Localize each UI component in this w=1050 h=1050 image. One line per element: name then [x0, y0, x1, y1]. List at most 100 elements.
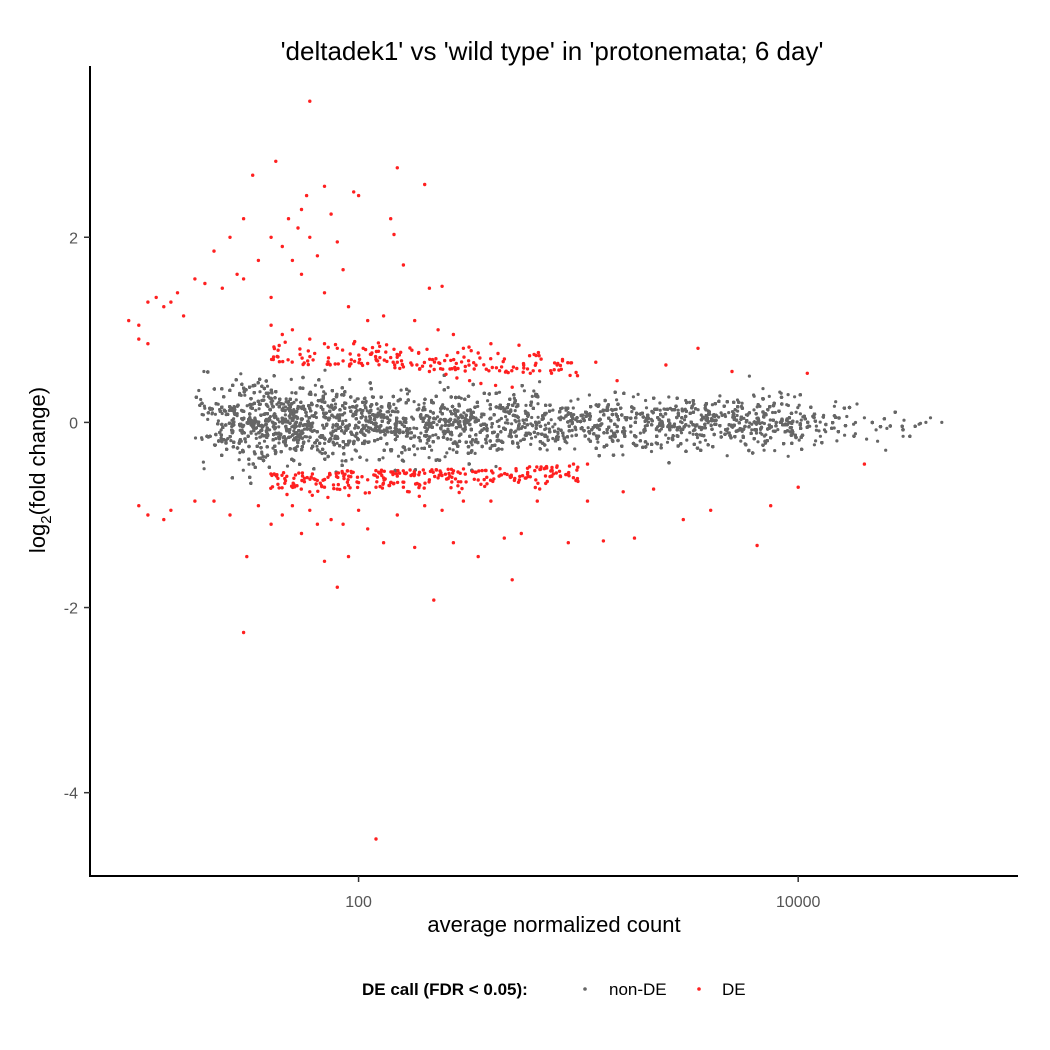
point-non-de — [500, 447, 504, 451]
point-non-de — [323, 368, 327, 372]
point-non-de — [727, 411, 731, 415]
point-non-de — [786, 454, 790, 458]
point-non-de — [666, 436, 671, 440]
point-non-de — [354, 449, 358, 453]
point-non-de — [427, 418, 431, 422]
point-non-de — [571, 406, 575, 410]
point-non-de — [752, 394, 756, 398]
point-non-de — [797, 438, 801, 442]
point-non-de — [561, 434, 565, 438]
point-non-de — [376, 407, 380, 411]
point-non-de — [449, 437, 453, 441]
point-non-de — [260, 451, 264, 456]
point-non-de — [353, 434, 357, 438]
point-non-de — [522, 421, 526, 425]
point-non-de — [237, 458, 241, 462]
point-non-de — [530, 415, 534, 420]
point-non-de — [241, 468, 245, 472]
point-non-de — [645, 442, 650, 446]
point-non-de — [676, 408, 680, 412]
point-non-de — [497, 418, 501, 422]
point-non-de — [348, 405, 352, 409]
point-non-de — [445, 451, 449, 455]
point-non-de — [419, 431, 423, 435]
point-non-de — [235, 412, 239, 416]
point-non-de — [510, 422, 514, 426]
point-non-de — [546, 421, 551, 425]
point-non-de — [667, 395, 671, 399]
point-non-de — [754, 431, 759, 435]
point-non-de — [814, 424, 819, 428]
point-non-de — [321, 423, 325, 427]
point-non-de — [740, 401, 744, 405]
point-non-de — [333, 402, 338, 406]
point-non-de — [519, 439, 523, 443]
point-non-de — [596, 440, 600, 444]
point-non-de — [262, 394, 266, 398]
point-non-de — [761, 387, 765, 391]
point-non-de — [776, 428, 780, 432]
point-non-de — [448, 409, 453, 413]
point-non-de — [752, 408, 756, 412]
point-non-de — [254, 436, 258, 440]
point-non-de — [427, 456, 431, 460]
point-non-de — [257, 407, 261, 411]
point-non-de — [331, 423, 335, 427]
point-non-de — [615, 398, 619, 402]
point-non-de — [874, 428, 878, 432]
point-non-de — [448, 447, 452, 451]
point-non-de — [750, 428, 754, 432]
point-non-de — [549, 418, 553, 422]
point-non-de — [798, 412, 803, 416]
point-non-de — [605, 431, 609, 435]
point-non-de — [795, 420, 799, 424]
point-non-de — [726, 431, 730, 435]
point-non-de — [490, 425, 494, 429]
point-non-de — [551, 425, 555, 429]
point-non-de — [381, 456, 385, 460]
point-non-de — [431, 433, 435, 437]
point-non-de — [323, 441, 327, 445]
point-non-de — [262, 439, 267, 443]
point-non-de — [445, 407, 449, 411]
point-non-de — [551, 408, 555, 412]
point-non-de — [213, 412, 217, 416]
point-non-de — [609, 429, 614, 433]
point-non-de — [227, 408, 231, 413]
point-non-de — [249, 431, 253, 435]
point-non-de — [918, 421, 923, 425]
point-non-de — [277, 420, 281, 424]
point-non-de — [758, 431, 763, 435]
point-non-de — [364, 423, 368, 427]
point-non-de — [545, 448, 549, 452]
point-non-de — [417, 403, 421, 407]
point-non-de — [750, 422, 754, 426]
point-non-de — [717, 415, 721, 419]
point-non-de — [779, 391, 783, 395]
point-non-de — [277, 441, 281, 445]
point-non-de — [322, 390, 326, 394]
point-non-de — [687, 424, 691, 428]
point-non-de — [529, 436, 534, 440]
point-non-de — [658, 401, 662, 405]
point-non-de — [497, 424, 501, 429]
point-non-de — [351, 412, 355, 416]
point-non-de — [530, 394, 534, 398]
point-non-de — [817, 429, 821, 433]
point-non-de — [797, 403, 801, 407]
point-non-de — [680, 421, 684, 425]
point-non-de — [499, 416, 503, 421]
point-non-de — [843, 433, 847, 437]
point-non-de — [536, 402, 540, 406]
point-non-de — [902, 418, 906, 422]
point-non-de — [486, 399, 490, 403]
point-non-de — [446, 427, 450, 431]
point-non-de — [314, 415, 318, 420]
point-non-de — [773, 410, 777, 415]
point-non-de — [285, 464, 290, 468]
point-non-de — [832, 404, 837, 408]
point-non-de — [514, 429, 518, 433]
point-non-de — [699, 413, 703, 417]
point-non-de — [629, 430, 633, 434]
point-non-de — [479, 415, 483, 419]
